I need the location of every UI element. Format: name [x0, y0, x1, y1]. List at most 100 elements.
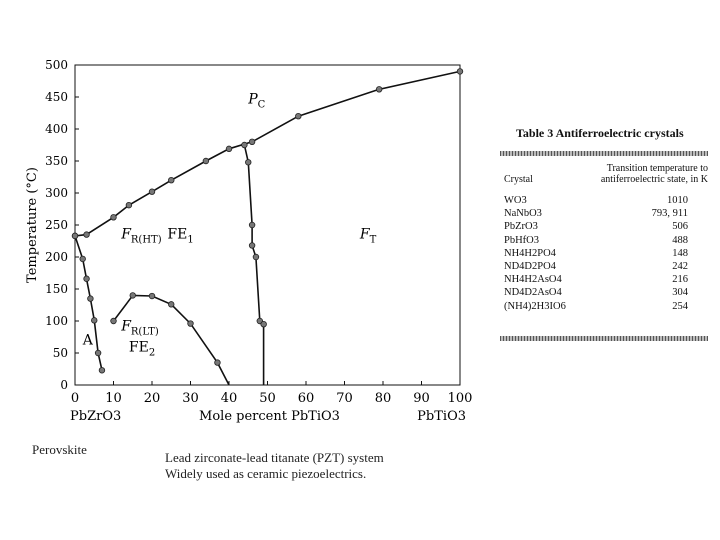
data-point [71, 232, 79, 240]
crystal-name: PbHfO3 [504, 234, 540, 246]
crystal-name: (NH4)2H3IO6 [504, 300, 566, 312]
table-row: PbZrO3 506 [504, 221, 708, 232]
caption-pzt-system: Lead zirconate-lead titanate (PZT) syste… [165, 450, 384, 465]
data-point [252, 253, 260, 261]
data-point [87, 295, 94, 302]
y-tick-label: 150 [45, 282, 68, 296]
data-point [295, 112, 302, 120]
data-point [245, 159, 252, 166]
data-point [375, 86, 383, 93]
data-point [91, 317, 98, 324]
table-row: PbHfO3 488 [504, 235, 708, 246]
y-tick-label: 400 [45, 122, 68, 136]
phase-boundary-line [74, 70, 461, 237]
region-label: FT [359, 226, 377, 245]
data-point [225, 145, 233, 153]
caption-piezoelectrics: Widely used as ceramic piezoelectrics. [165, 466, 367, 481]
transition-temperature: 506 [672, 221, 688, 233]
crystal-name: ND4D2AsO4 [504, 287, 562, 299]
data-point [248, 221, 256, 229]
data-point [83, 231, 90, 238]
data-point [214, 359, 221, 366]
data-point [456, 68, 464, 75]
x-tick-label: 30 [182, 391, 199, 406]
data-point [148, 292, 156, 300]
phase-boundary-line [243, 144, 265, 385]
region-label: A [82, 333, 94, 349]
region-label: FE1 [167, 226, 193, 245]
data-point [98, 367, 106, 374]
data-point [248, 138, 256, 145]
table-row: ND4D2AsO4 304 [504, 287, 708, 298]
data-point [94, 349, 102, 357]
region-label: FR(HT) [120, 226, 162, 245]
y-tick-label: 0 [60, 378, 68, 392]
table-title: Table 3 Antiferroelectric crystals [516, 126, 684, 140]
data-point [260, 321, 267, 328]
x-end-label-right: PbTiO3 [417, 409, 466, 424]
crystal-name: PbZrO3 [504, 221, 538, 233]
data-point [110, 317, 117, 325]
y-tick-label: 300 [45, 186, 68, 200]
table-bottom-rule [500, 336, 708, 341]
crystal-name: NH4H2PO4 [504, 247, 556, 259]
table-row: NH4H2AsO4 216 [504, 274, 708, 285]
data-point [168, 301, 175, 308]
crystal-name: NaNbO3 [504, 208, 542, 220]
table-row: WO3 1010 [504, 195, 708, 206]
data-point [125, 201, 133, 209]
transition-temperature: 304 [672, 287, 688, 299]
region-label: FR(LT) [120, 319, 159, 338]
crystal-name: WO3 [504, 195, 527, 206]
crystal-name: ND4D2PO4 [504, 261, 556, 272]
caption-perovskite: Perovskite [32, 442, 87, 457]
transition-temperature: 254 [672, 300, 688, 312]
y-tick-label: 250 [45, 218, 68, 232]
data-point [129, 292, 136, 299]
data-point [148, 188, 156, 195]
y-tick-label: 500 [45, 58, 68, 72]
x-tick-label: 90 [413, 391, 430, 406]
table-row: (NH4)2H3IO6 254 [504, 301, 708, 312]
data-point [168, 176, 175, 184]
data-point [110, 214, 117, 221]
data-point [202, 157, 210, 165]
table-row: NH4H2PO4 148 [504, 248, 708, 259]
table-top-rule [500, 151, 708, 156]
region-label: FE2 [129, 340, 155, 359]
x-tick-label: 0 [71, 391, 79, 406]
antiferroelectric-table: Table 3 Antiferroelectric crystals Cryst… [500, 120, 712, 345]
region-label: PC [247, 91, 265, 110]
transition-temperature: 488 [672, 234, 688, 246]
column-header-temperature: Transition temperature to antiferroelect… [600, 163, 708, 185]
data-point [187, 320, 194, 327]
data-point [241, 141, 248, 149]
transition-temperature: 793, 911 [651, 208, 688, 220]
y-tick-label: 50 [53, 346, 68, 360]
table-row: ND4D2PO4 242 [504, 261, 708, 272]
x-tick-label: 80 [375, 391, 392, 406]
y-tick-label: 450 [45, 90, 68, 104]
y-tick-label: 350 [45, 154, 68, 168]
data-point [83, 275, 90, 282]
crystal-name: NH4H2AsO4 [504, 274, 562, 286]
x-axis-label: Mole percent PbTiO3 [199, 409, 340, 424]
data-point [248, 242, 256, 249]
column-header-crystal: Crystal [504, 174, 533, 185]
y-axis-label: Temperature (°C) [25, 167, 40, 283]
x-tick-label: 10 [105, 391, 122, 406]
y-tick-label: 200 [45, 250, 68, 264]
x-tick-label: 60 [298, 391, 315, 406]
x-tick-label: 50 [259, 391, 276, 406]
transition-temperature: 242 [672, 261, 688, 272]
table-row: NaNbO3 793, 911 [504, 208, 708, 219]
transition-temperature: 1010 [667, 195, 688, 206]
y-tick-label: 100 [45, 314, 68, 328]
x-tick-label: 70 [336, 391, 353, 406]
x-tick-label: 40 [221, 391, 238, 406]
transition-temperature: 216 [672, 274, 688, 286]
data-point [79, 255, 86, 263]
transition-temperature: 148 [672, 247, 688, 259]
x-tick-label: 100 [448, 391, 473, 406]
